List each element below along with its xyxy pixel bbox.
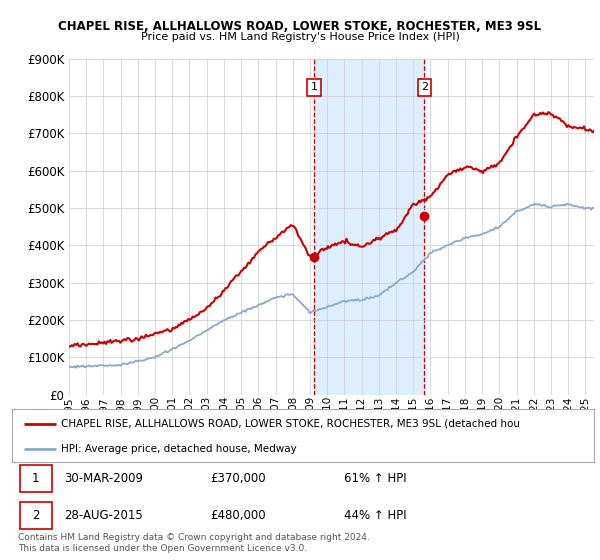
- Text: 30-MAR-2009: 30-MAR-2009: [64, 473, 143, 486]
- Text: £480,000: £480,000: [210, 508, 266, 521]
- Text: 44% ↑ HPI: 44% ↑ HPI: [344, 508, 406, 521]
- Text: Contains HM Land Registry data © Crown copyright and database right 2024.
This d: Contains HM Land Registry data © Crown c…: [18, 533, 370, 553]
- Text: 2: 2: [32, 508, 40, 521]
- Text: 28-AUG-2015: 28-AUG-2015: [64, 508, 143, 521]
- Bar: [20, 465, 52, 492]
- Text: CHAPEL RISE, ALLHALLOWS ROAD, LOWER STOKE, ROCHESTER, ME3 9SL: CHAPEL RISE, ALLHALLOWS ROAD, LOWER STOK…: [58, 20, 542, 32]
- Text: 61% ↑ HPI: 61% ↑ HPI: [344, 473, 406, 486]
- Text: HPI: Average price, detached house, Medway: HPI: Average price, detached house, Medw…: [61, 444, 297, 454]
- Text: 1: 1: [32, 473, 40, 486]
- Bar: [20, 502, 52, 529]
- Text: Price paid vs. HM Land Registry's House Price Index (HPI): Price paid vs. HM Land Registry's House …: [140, 32, 460, 42]
- Text: £370,000: £370,000: [210, 473, 266, 486]
- Bar: [314, 59, 424, 395]
- Text: CHAPEL RISE, ALLHALLOWS ROAD, LOWER STOKE, ROCHESTER, ME3 9SL (detached hou: CHAPEL RISE, ALLHALLOWS ROAD, LOWER STOK…: [61, 419, 520, 429]
- Text: 1: 1: [311, 82, 318, 92]
- Text: 2: 2: [421, 82, 428, 92]
